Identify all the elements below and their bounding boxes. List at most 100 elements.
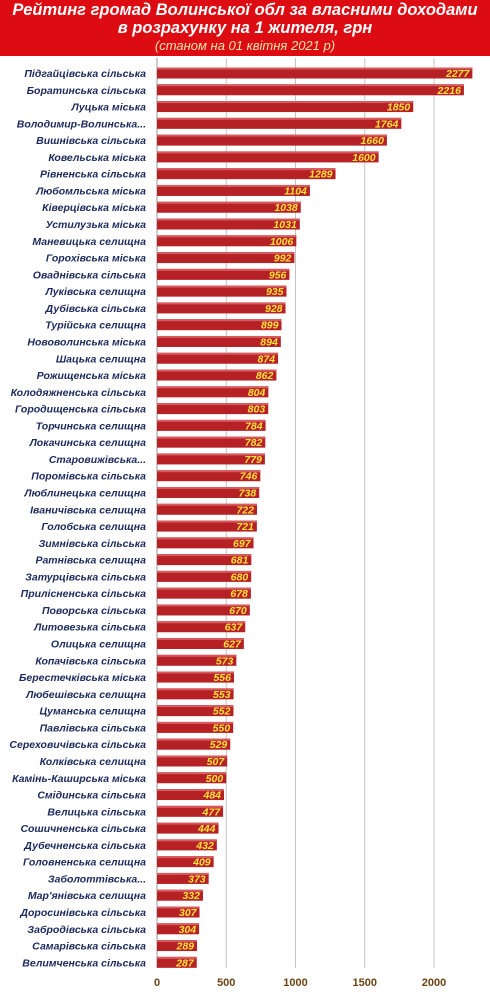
bar-highlight <box>157 201 301 204</box>
bar <box>157 84 464 96</box>
category-label: Прилісненська сільська <box>21 588 147 600</box>
bar <box>157 705 234 717</box>
bar-highlight <box>157 503 257 506</box>
category-label: Любешівська селищна <box>25 689 146 701</box>
bar <box>157 940 198 952</box>
value-label: 1600 <box>352 152 376 164</box>
bar <box>157 621 246 633</box>
value-label: 2216 <box>437 85 462 97</box>
category-labels: Підгайцівська сільська Боратинська сільсь… <box>9 68 146 969</box>
bar-highlight <box>157 923 200 926</box>
value-label: 721 <box>236 521 254 533</box>
bar-highlight <box>157 101 414 104</box>
category-label: Зимнівська сільська <box>39 538 147 550</box>
category-label: Шацька селищна <box>56 353 146 365</box>
value-label: 874 <box>258 353 276 365</box>
category-label: Сошичненська сільська <box>20 823 146 835</box>
value-label: 304 <box>179 924 197 936</box>
chart-title-line-1: Рейтинг громад Волинської обл за власним… <box>12 1 478 19</box>
x-tick-label: 2000 <box>422 977 446 989</box>
bar <box>157 184 310 196</box>
bar-highlight <box>157 184 310 187</box>
value-label: 550 <box>213 722 231 734</box>
value-label: 722 <box>236 504 254 516</box>
bar <box>157 738 231 750</box>
value-label: 289 <box>175 941 194 953</box>
category-label: Цуманська селищна <box>40 706 147 718</box>
bar-highlight <box>157 537 254 540</box>
category-label: Рівненська сільська <box>40 169 146 181</box>
value-label: 573 <box>216 655 234 667</box>
category-label: Мар'янівська селищна <box>28 890 146 902</box>
bar-highlight <box>157 956 197 959</box>
bar <box>157 285 287 297</box>
bar <box>157 872 209 884</box>
bar <box>157 839 217 851</box>
value-label: 956 <box>269 269 287 281</box>
value-label: 1660 <box>361 135 385 147</box>
bar-highlight <box>157 285 287 288</box>
value-label: 697 <box>233 538 252 550</box>
category-label: Камінь-Каширська міська <box>12 773 146 785</box>
value-label: 670 <box>229 605 247 617</box>
value-label: 1038 <box>274 202 298 214</box>
x-axis-ticks: 0 500 1000 1500 2000 <box>154 977 446 989</box>
category-label: Ківерцівська міська <box>42 202 146 214</box>
bar <box>157 436 266 448</box>
category-label: Городищенська сільська <box>15 404 146 416</box>
category-label: Підгайцівська сільська <box>24 68 146 80</box>
chart-header: Рейтинг громад Волинської обл за власним… <box>0 0 490 56</box>
category-label: Забродівська сільська <box>27 924 146 936</box>
bar-highlight <box>157 872 209 875</box>
value-label: 928 <box>265 303 283 315</box>
x-tick-label: 500 <box>217 977 235 989</box>
category-label: Олицька селищна <box>51 639 146 651</box>
bar-highlight <box>157 604 250 607</box>
category-label: Литовезька сільська <box>33 622 146 634</box>
bar <box>157 235 297 247</box>
bar-highlight <box>157 721 234 724</box>
bars <box>157 67 473 968</box>
category-label: Горохівська міська <box>46 253 146 265</box>
bar-highlight <box>157 268 290 271</box>
value-label: 1850 <box>387 102 411 114</box>
bar-highlight <box>157 235 297 238</box>
bar-highlight <box>157 889 203 892</box>
category-label: Устилузька міська <box>46 219 147 231</box>
bar <box>157 151 379 163</box>
category-label: Луківська селищна <box>44 286 146 298</box>
category-label: Оваднівська сільська <box>33 269 146 281</box>
bar-highlight <box>157 654 237 657</box>
bar-highlight <box>157 520 257 523</box>
value-label: 803 <box>248 404 266 416</box>
value-label: 862 <box>256 370 274 382</box>
value-label: 637 <box>225 622 244 634</box>
bar-highlight <box>157 386 269 389</box>
bar-highlight <box>157 218 300 221</box>
bar-highlight <box>157 738 231 741</box>
bar <box>157 369 277 381</box>
category-label: Іваничівська селищна <box>30 504 146 516</box>
category-label: Торчинська селищна <box>36 420 146 432</box>
bar <box>157 520 257 532</box>
bar-highlight <box>157 252 295 255</box>
category-label: Берестечківська міська <box>19 672 146 684</box>
bar-highlight <box>157 621 246 624</box>
value-label: 529 <box>210 739 228 751</box>
bar <box>157 604 250 616</box>
bar-highlight <box>157 856 214 859</box>
value-label: 2277 <box>445 68 471 80</box>
bar-highlight <box>157 335 281 338</box>
bar <box>157 570 252 582</box>
bar-highlight <box>157 84 464 87</box>
bar-highlight <box>157 67 473 70</box>
bar-highlight <box>157 453 265 456</box>
category-label: Дубівська сільська <box>45 303 147 315</box>
bar <box>157 218 300 230</box>
value-label: 307 <box>179 907 198 919</box>
category-label: Рожищенська міська <box>37 370 147 382</box>
value-label: 779 <box>244 454 262 466</box>
value-label: 1031 <box>273 219 297 231</box>
bar-highlight <box>157 906 200 909</box>
bar <box>157 319 282 331</box>
